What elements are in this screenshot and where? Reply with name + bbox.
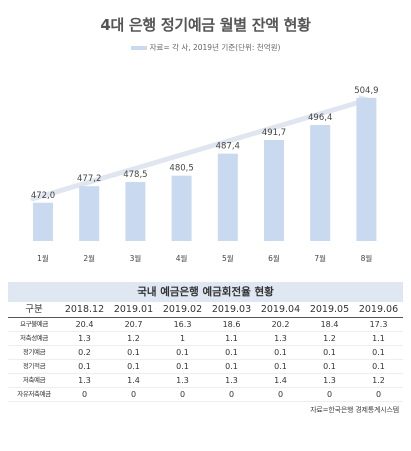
table-cell: 1.3: [305, 373, 354, 388]
table-cell: 0.1: [305, 345, 354, 360]
table-cell: 0: [256, 387, 305, 402]
table-cell: 1.2: [305, 331, 354, 346]
data-label-3: 478,5: [123, 170, 147, 180]
deposit-turnover-table-section: 국내 예금은행 예금회전율 현황 구분 2018.12 2019.01 2019.02…: [8, 282, 403, 402]
x-tick-label-5: 5월: [222, 253, 234, 263]
bar-7: [310, 124, 331, 241]
bar-1: [33, 202, 53, 241]
bar-8: [356, 97, 377, 241]
bar-4: [171, 175, 192, 241]
column-header-2019.05: 2019.05: [305, 302, 354, 318]
column-header-2019.02: 2019.02: [158, 302, 207, 318]
table-cell: 0: [158, 387, 207, 402]
table-cell: 1.2: [109, 331, 158, 346]
data-label-4: 480,5: [169, 164, 193, 174]
table-cell: 0: [305, 387, 354, 402]
table-row: 저축예금 1.3 1.4 1.3 1.3 1.4 1.3 1.2: [8, 373, 403, 388]
bar-3: [125, 182, 146, 241]
data-label-5: 487,4: [216, 142, 240, 152]
table-cell: 1.3: [158, 373, 207, 388]
bar-chart: 472,0 1월 477,2 2월 478,5 3월 480,5 4월 487,4 5월 491,7…: [30, 86, 379, 263]
table-cell: 0.1: [354, 345, 403, 360]
column-header-2019.04: 2019.04: [256, 302, 305, 318]
table-cell: 0.1: [256, 359, 305, 374]
table-row: 자유저축예금 0 0 0 0 0 0 0: [8, 387, 403, 402]
table-cell: 0: [60, 387, 109, 402]
row-label: 저축예금: [8, 373, 60, 388]
row-label: 요구불예금: [8, 317, 60, 332]
column-header-category: 구분: [8, 302, 60, 318]
row-label: 자유저축예금: [8, 387, 60, 402]
table-cell: 1.4: [256, 373, 305, 388]
x-tick-label-7: 7월: [314, 253, 326, 263]
table-cell: 0.1: [305, 359, 354, 374]
table-cell: 1.1: [207, 331, 256, 346]
table-cell: 1.3: [60, 373, 109, 388]
legend: 자료= 각 사, 2019년 기준(단위: 천억원): [0, 42, 411, 53]
table-cell: 0.1: [158, 345, 207, 360]
table-cell: 17.3: [354, 317, 403, 332]
table-cell: 0.1: [207, 345, 256, 360]
trend-arrow-line: [30, 99, 363, 202]
source-note: 자료=한국은행 경제통계시스템: [310, 406, 399, 414]
data-label-7: 496,4: [308, 113, 332, 123]
table-cell: 20.4: [60, 317, 109, 332]
x-tick-label-8: 8월: [361, 253, 373, 263]
bar-2: [79, 186, 100, 241]
table-cell: 1.2: [354, 373, 403, 388]
data-label-6: 491,7: [262, 128, 286, 138]
table-row: 정기적금 0.1 0.1 0.1 0.1 0.1 0.1 0.1: [8, 359, 403, 374]
table-cell: 1.4: [109, 373, 158, 388]
table-cell: 0.1: [109, 345, 158, 360]
data-label-8: 504,9: [354, 86, 378, 96]
column-header-2018.12: 2018.12: [60, 302, 109, 318]
column-header-2019.03: 2019.03: [207, 302, 256, 318]
table-cell: 0.1: [158, 359, 207, 374]
table-cell: 0.1: [207, 359, 256, 374]
table-cell: 0.1: [256, 345, 305, 360]
table-body: 요구불예금 20.4 20.7 16.3 18.6 20.2 18.4 17.3 저축성예금 1.…: [8, 317, 403, 402]
table-cell: 20.7: [109, 317, 158, 332]
table-row: 요구불예금 20.4 20.7 16.3 18.6 20.2 18.4 17.3: [8, 317, 403, 332]
table-cell: 0: [109, 387, 158, 402]
table-cell: 1.3: [60, 331, 109, 346]
table-cell: 1: [158, 331, 207, 346]
x-tick-label-4: 4월: [176, 253, 188, 263]
bar-6: [264, 139, 284, 241]
table-cell: 20.2: [256, 317, 305, 332]
x-tick-label-2: 2월: [83, 253, 95, 263]
table-cell: 0.1: [109, 359, 158, 374]
bar-5: [217, 153, 238, 241]
column-header-2019.01: 2019.01: [109, 302, 158, 318]
row-label: 정기예금: [8, 345, 60, 360]
deposit-turnover-table: 구분 2018.12 2019.01 2019.02 2019.03 2019.04 201…: [8, 302, 403, 402]
column-header-2019.06: 2019.06: [354, 302, 403, 318]
table-cell: 1.1: [354, 331, 403, 346]
table-cell: 0.1: [60, 359, 109, 374]
legend-label: 자료= 각 사, 2019년 기준(단위: 천억원): [149, 43, 281, 52]
chart-title: 4대 은행 정기예금 월별 잔액 현황: [100, 16, 311, 34]
table-title: 국내 예금은행 예금회전율 현황: [8, 282, 403, 302]
x-tick-label-1: 1월: [37, 253, 49, 263]
table-cell: 18.4: [305, 317, 354, 332]
table-cell: 0.1: [354, 359, 403, 374]
table-row: 저축성예금 1.3 1.2 1 1.1 1.3 1.2 1.1: [8, 331, 403, 346]
table-cell: 1.3: [207, 373, 256, 388]
x-tick-label-6: 6월: [268, 253, 280, 263]
data-label-2: 477,2: [77, 174, 101, 184]
row-label: 정기적금: [8, 359, 60, 374]
row-label: 저축성예금: [8, 331, 60, 346]
table-cell: 0: [354, 387, 403, 402]
table-header-row: 구분 2018.12 2019.01 2019.02 2019.03 2019.04 201…: [8, 302, 403, 318]
table-cell: 1.3: [256, 331, 305, 346]
table-cell: 0.2: [60, 345, 109, 360]
table-cell: 18.6: [207, 317, 256, 332]
data-label-1: 472,0: [31, 191, 55, 201]
table-cell: 0: [207, 387, 256, 402]
x-tick-label-3: 3월: [130, 253, 142, 263]
table-cell: 16.3: [158, 317, 207, 332]
table-row: 정기예금 0.2 0.1 0.1 0.1 0.1 0.1 0.1: [8, 345, 403, 360]
legend-swatch: [130, 46, 147, 50]
